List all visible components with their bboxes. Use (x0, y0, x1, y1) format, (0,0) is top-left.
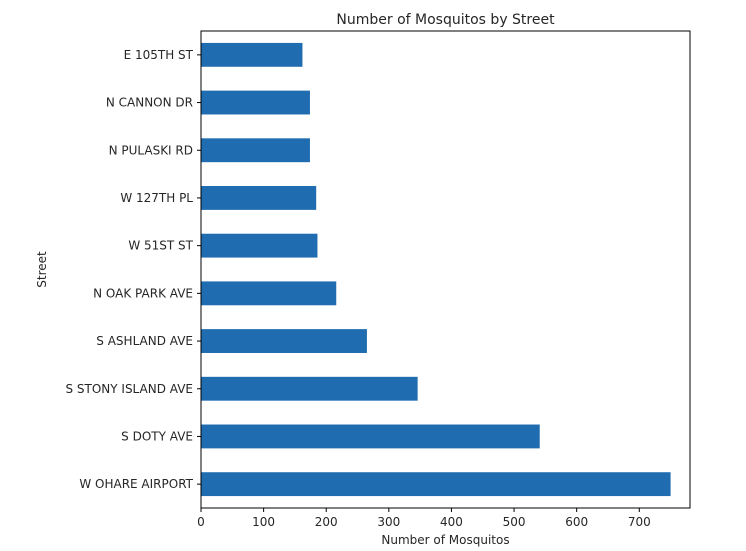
y-axis-label: Street (35, 251, 49, 288)
x-tick-label: 0 (197, 515, 205, 529)
x-axis: 0 100 200 300 400 500 600 700 (197, 508, 651, 529)
y-tick-label: W 51ST ST (128, 239, 193, 253)
bar-w-51st-st (201, 233, 318, 258)
y-tick-label: S DOTY AVE (121, 429, 193, 443)
bar-w-ohare-airport (201, 472, 671, 497)
chart-title: Number of Mosquitos by Street (336, 12, 555, 28)
y-tick-label: S STONY ISLAND AVE (65, 382, 193, 396)
bar-n-cannon-dr (201, 90, 310, 115)
x-axis-label: Number of Mosquitos (381, 533, 509, 547)
x-tick-label: 100 (252, 515, 275, 529)
x-tick-label: 600 (565, 515, 588, 529)
x-tick-label: 500 (503, 515, 526, 529)
y-tick-label: N PULASKI RD (109, 143, 193, 157)
bar-n-oak-park-ave (201, 281, 337, 306)
y-tick-label: N CANNON DR (106, 96, 193, 110)
bars-group (201, 42, 671, 497)
bar-s-ashland-ave (201, 329, 367, 353)
bar-e-105th-st (201, 42, 303, 67)
bar-n-pulaski-rd (201, 138, 310, 163)
x-tick-label: 400 (440, 515, 463, 529)
bar-s-doty-ave (201, 424, 540, 449)
bar-s-stony-island-ave (201, 376, 418, 401)
y-tick-label: N OAK PARK AVE (93, 286, 193, 300)
y-tick-label: W OHARE AIRPORT (79, 477, 193, 491)
x-tick-label: 300 (377, 515, 400, 529)
x-tick-label: 200 (315, 515, 338, 529)
x-tick-label: 700 (628, 515, 651, 529)
y-axis: W OHARE AIRPORT S DOTY AVE S STONY ISLAND … (65, 48, 201, 491)
y-tick-label: W 127TH PL (120, 191, 193, 205)
bar-w-127th-pl (201, 186, 317, 210)
plot-frame (200, 30, 691, 509)
y-tick-label: E 105TH ST (124, 48, 194, 62)
y-tick-label: S ASHLAND AVE (96, 334, 193, 348)
